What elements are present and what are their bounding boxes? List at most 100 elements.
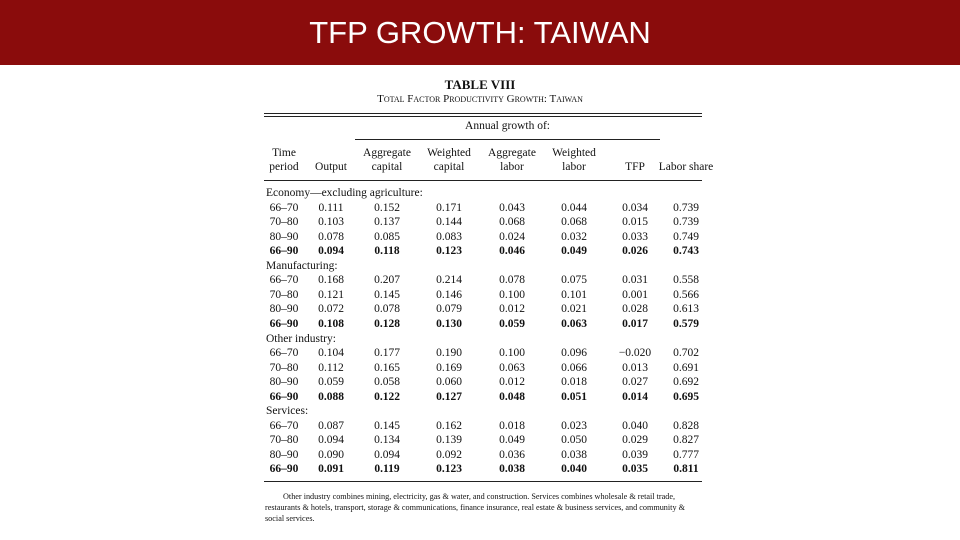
- cell: 0.108: [318, 317, 344, 330]
- cell: 0.094: [374, 448, 400, 461]
- cell: 0.051: [561, 390, 587, 403]
- cell: 0.043: [499, 201, 525, 214]
- cell: 0.739: [673, 201, 699, 214]
- cell: 0.075: [561, 274, 587, 287]
- cell: 0.101: [561, 288, 587, 301]
- cell: 0.060: [436, 376, 462, 389]
- cell: 0.127: [436, 390, 462, 403]
- cell: 0.083: [436, 230, 462, 243]
- column-header: Weighted capital: [427, 147, 471, 173]
- cell: 0.059: [499, 317, 525, 330]
- cell: 0.035: [622, 463, 648, 476]
- cell: 0.579: [673, 317, 699, 330]
- cell: 0.018: [499, 419, 525, 432]
- rule: [264, 113, 702, 114]
- rule: [264, 180, 702, 181]
- cell: 0.094: [318, 245, 344, 258]
- column-header: Aggregate labor: [488, 147, 536, 173]
- cell: 0.058: [374, 376, 400, 389]
- cell: 0.040: [561, 463, 587, 476]
- section-label: Other industry:: [266, 332, 336, 345]
- footnote: Other industry combines mining, electric…: [265, 492, 685, 523]
- cell: 0.015: [622, 216, 648, 229]
- cell: 0.068: [499, 216, 525, 229]
- cell: 0.144: [436, 216, 462, 229]
- cell: 0.152: [374, 201, 400, 214]
- column-header: Weighted labor: [552, 147, 596, 173]
- row-label: 66–90: [269, 463, 299, 476]
- column-header: Time period: [269, 147, 299, 173]
- row-label: 70–80: [269, 288, 299, 301]
- cell: 0.695: [673, 390, 699, 403]
- cell: 0.012: [499, 303, 525, 316]
- row-label: 66–70: [269, 347, 299, 360]
- cell: 0.038: [499, 463, 525, 476]
- cell: 0.777: [673, 448, 699, 461]
- row-label: 80–90: [269, 376, 299, 389]
- rule: [264, 116, 702, 117]
- cell: 0.024: [499, 230, 525, 243]
- cell: 0.104: [318, 347, 344, 360]
- cell: 0.027: [622, 376, 648, 389]
- cell: 0.091: [318, 463, 344, 476]
- cell: 0.169: [436, 361, 462, 374]
- cell: 0.088: [318, 390, 344, 403]
- section-label: Services:: [266, 405, 309, 418]
- cell: 0.139: [436, 434, 462, 447]
- cell: 0.033: [622, 230, 648, 243]
- cell: 0.040: [622, 419, 648, 432]
- cell: 0.085: [374, 230, 400, 243]
- cell: 0.558: [673, 274, 699, 287]
- cell: 0.092: [436, 448, 462, 461]
- cell: 0.078: [499, 274, 525, 287]
- cell: 0.692: [673, 376, 699, 389]
- column-header: Aggregate capital: [363, 147, 411, 173]
- cell: 0.145: [374, 288, 400, 301]
- cell: −0.020: [618, 347, 652, 360]
- row-label: 66–90: [269, 245, 299, 258]
- cell: 0.090: [318, 448, 344, 461]
- cell: 0.691: [673, 361, 699, 374]
- cell: 0.190: [436, 347, 462, 360]
- row-label: 80–90: [269, 230, 299, 243]
- cell: 0.123: [436, 463, 462, 476]
- cell: 0.012: [499, 376, 525, 389]
- cell: 0.146: [436, 288, 462, 301]
- cell: 0.029: [622, 434, 648, 447]
- row-label: 66–70: [269, 274, 299, 287]
- slide-title: TFP GROWTH: TAIWAN: [309, 15, 651, 50]
- cell: 0.103: [318, 216, 344, 229]
- cell: 0.021: [561, 303, 587, 316]
- row-label: 70–80: [269, 361, 299, 374]
- cell: 0.828: [673, 419, 699, 432]
- cell: 0.165: [374, 361, 400, 374]
- cell: 0.050: [561, 434, 587, 447]
- cell: 0.072: [318, 303, 344, 316]
- cell: 0.207: [374, 274, 400, 287]
- column-header: Output: [315, 161, 347, 173]
- cell: 0.134: [374, 434, 400, 447]
- cell: 0.743: [673, 245, 699, 258]
- section-label: Manufacturing:: [266, 259, 338, 272]
- cell: 0.078: [318, 230, 344, 243]
- table-subtitle: Total Factor Productivity Growth: Taiwan: [377, 93, 583, 105]
- cell: 0.034: [622, 201, 648, 214]
- cell: 0.059: [318, 376, 344, 389]
- column-header: TFP: [625, 161, 645, 173]
- cell: 0.111: [318, 201, 344, 214]
- row-label: 66–70: [269, 201, 299, 214]
- cell: 0.827: [673, 434, 699, 447]
- row-label: 70–80: [269, 216, 299, 229]
- cell: 0.100: [499, 288, 525, 301]
- cell: 0.168: [318, 274, 344, 287]
- cell: 0.068: [561, 216, 587, 229]
- header-bar: [0, 0, 960, 65]
- cell: 0.702: [673, 347, 699, 360]
- cell: 0.039: [622, 448, 648, 461]
- cell: 0.001: [622, 288, 648, 301]
- cell: 0.123: [436, 245, 462, 258]
- cell: 0.214: [436, 274, 462, 287]
- row-label: 66–90: [269, 390, 299, 403]
- group-header: Annual growth of:: [465, 120, 550, 132]
- cell: 0.018: [561, 376, 587, 389]
